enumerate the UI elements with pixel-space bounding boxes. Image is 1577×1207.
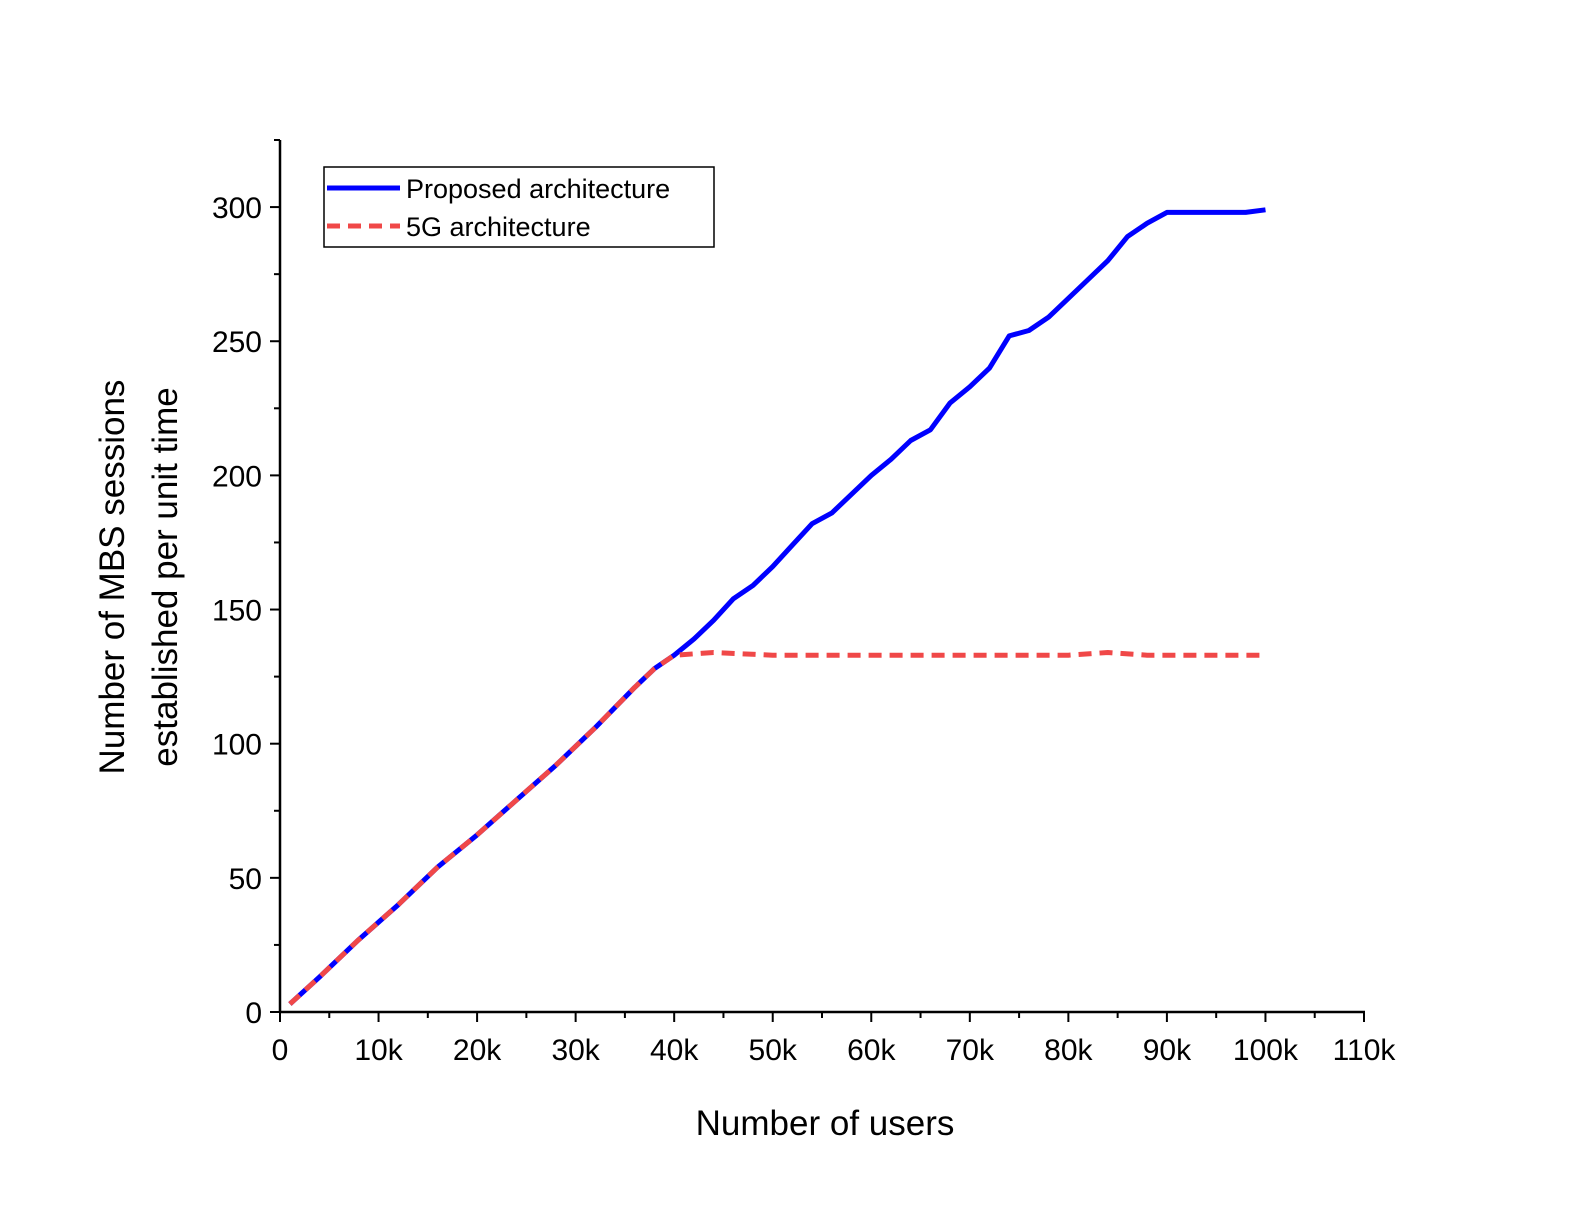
x-tick-label: 70k (946, 1034, 995, 1067)
y-tick-label: 300 (212, 192, 262, 225)
series-line-proposed (288, 207, 1266, 1006)
x-tick-label: 0 (272, 1034, 289, 1067)
x-tick-label: 60k (847, 1034, 896, 1067)
x-tick-label: 80k (1044, 1034, 1093, 1067)
x-axis-title: Number of users (696, 1104, 955, 1143)
y-axis-title-line2: established per unit time (146, 387, 185, 766)
x-tick-label: 50k (749, 1034, 798, 1067)
x-tick-label: 90k (1143, 1034, 1192, 1067)
x-tick-label: 40k (650, 1034, 699, 1067)
x-ticks: 0 10k 20k 30k 40k 50k 60k 70k 80k 90k 100k 110k (272, 1012, 1397, 1067)
y-tick-label: 100 (212, 729, 262, 762)
y-tick-label: 200 (212, 460, 262, 493)
y-tick-label: 150 (212, 595, 262, 628)
y-ticks: 0 50 100 150 200 250 300 (212, 139, 280, 1030)
x-tick-label: 100k (1233, 1034, 1299, 1067)
y-tick-label: 0 (245, 997, 262, 1030)
legend: Proposed architecture 5G architecture (323, 166, 715, 248)
legend-label-5g: 5G architecture (406, 212, 591, 242)
series-layer (288, 207, 1266, 1006)
x-tick-label: 110k (1333, 1034, 1397, 1067)
y-tick-label: 250 (212, 326, 262, 359)
axes (278, 140, 1365, 1014)
x-tick-label: 10k (354, 1034, 403, 1067)
y-axis-title: Number of MBS sessions established per u… (93, 380, 185, 775)
legend-box (323, 166, 715, 248)
y-axis-title-line1: Number of MBS sessions (93, 380, 132, 775)
x-tick-label: 20k (453, 1034, 502, 1067)
x-tick-label: 30k (551, 1034, 600, 1067)
legend-label-proposed: Proposed architecture (406, 174, 670, 204)
y-tick-label: 50 (229, 863, 262, 896)
series-line-5g (288, 650, 1266, 1006)
